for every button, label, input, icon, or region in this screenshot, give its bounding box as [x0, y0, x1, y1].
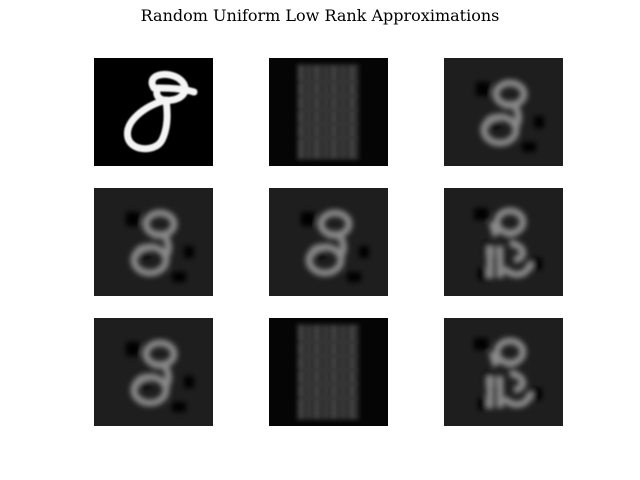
- reconstruction-image: [444, 58, 563, 166]
- image-panel-approximation: [444, 58, 563, 166]
- image-panel-approximation: [94, 318, 213, 426]
- reconstruction-image: [444, 318, 563, 426]
- reconstruction-image: [269, 58, 388, 166]
- reconstruction-image: [269, 318, 388, 426]
- image-panel-approximation: [444, 188, 563, 296]
- digit-image: [94, 58, 213, 166]
- reconstruction-image: [94, 318, 213, 426]
- image-panel-approximation: [269, 318, 388, 426]
- figure-title: Random Uniform Low Rank Approximations: [140, 6, 500, 25]
- image-panel-approximation: [444, 318, 563, 426]
- reconstruction-image: [444, 188, 563, 296]
- image-panel-approximation: [94, 188, 213, 296]
- reconstruction-image: [94, 188, 213, 296]
- image-panel-original: [94, 58, 213, 166]
- reconstruction-image: [269, 188, 388, 296]
- image-panel-approximation: [269, 58, 388, 166]
- image-panel-approximation: [269, 188, 388, 296]
